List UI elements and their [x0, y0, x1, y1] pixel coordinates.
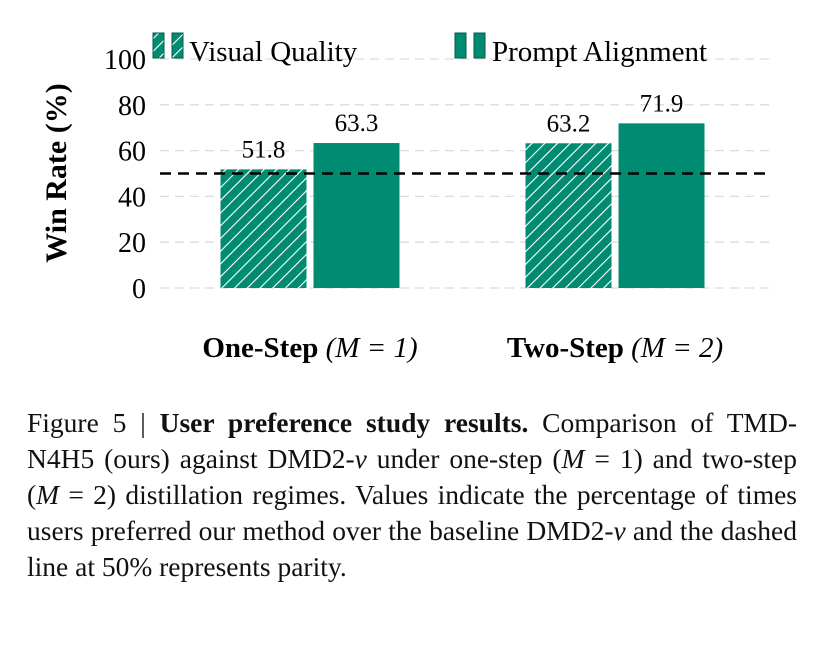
caption-math: M: [561, 443, 585, 474]
bar-chart: 0 20 40 60 80 100 51.8 63.2 63.3 71.9 Win Rate (…: [40, 32, 770, 364]
y-tick-label: 20: [118, 228, 146, 259]
legend-swatch-prompt-alignment: [454, 32, 467, 59]
caption-title: User preference study results.: [159, 407, 529, 438]
y-tick-label: 80: [118, 91, 146, 122]
y-tick-label: 0: [132, 274, 146, 305]
value-label: 63.2: [547, 110, 591, 137]
y-tick-label: 100: [104, 45, 146, 76]
value-label: 71.9: [640, 90, 684, 117]
value-label: 51.8: [242, 136, 286, 163]
caption-text: and the dashed line at 50% represents pa…: [27, 515, 797, 582]
caption-math: v: [354, 443, 367, 474]
legend: Visual Quality Prompt Alignment: [152, 32, 707, 68]
bar-prompt-alignment: [618, 123, 705, 288]
caption-prefix: Figure 5 |: [27, 407, 160, 438]
caption-math: v: [613, 515, 626, 546]
legend-swatch-visual-quality: [152, 32, 165, 59]
bar-visual-quality: [220, 169, 307, 288]
y-tick-labels: 0 20 40 60 80 100: [104, 45, 146, 305]
caption-text: Comparison of TMD-N4H5 (ours) against DM…: [27, 407, 797, 474]
x-tick-labels: One-Step (M = 1) Two-Step (M = 2): [202, 332, 723, 364]
y-tick-label: 60: [118, 137, 146, 168]
x-tick-label: One-Step (M = 1): [202, 332, 417, 364]
bar-visual-quality: [525, 143, 612, 288]
gridlines: [160, 58, 770, 289]
legend-swatch-visual-quality: [171, 32, 184, 59]
legend-label-visual-quality: Visual Quality: [189, 36, 358, 68]
caption-text: under one-step (: [366, 443, 562, 474]
legend-label-prompt-alignment: Prompt Alignment: [492, 36, 707, 68]
y-axis-label: Win Rate (%): [40, 83, 73, 262]
figure-caption: Figure 5 | User preference study results…: [27, 405, 797, 585]
legend-swatch-prompt-alignment: [473, 32, 486, 59]
value-label: 63.3: [335, 110, 379, 137]
x-tick-label: Two-Step (M = 2): [507, 332, 723, 364]
bar-prompt-alignment: [313, 143, 400, 288]
caption-math: M: [36, 479, 60, 510]
caption-text: = 2) distillation regimes. Values indica…: [27, 479, 797, 546]
y-tick-label: 40: [118, 182, 146, 213]
bars: 51.8 63.2 63.3 71.9: [220, 90, 705, 288]
caption-text: = 1) and two-step (: [27, 443, 797, 510]
